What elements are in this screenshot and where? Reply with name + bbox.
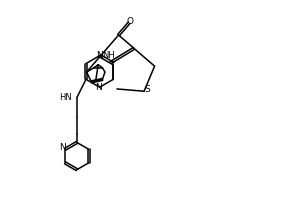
Text: N: N	[59, 143, 66, 152]
Text: O: O	[126, 17, 133, 26]
Text: HN: HN	[59, 93, 72, 102]
Text: NH: NH	[102, 51, 115, 60]
Text: S: S	[144, 85, 150, 94]
Text: N: N	[96, 51, 103, 60]
Text: N: N	[95, 83, 102, 92]
